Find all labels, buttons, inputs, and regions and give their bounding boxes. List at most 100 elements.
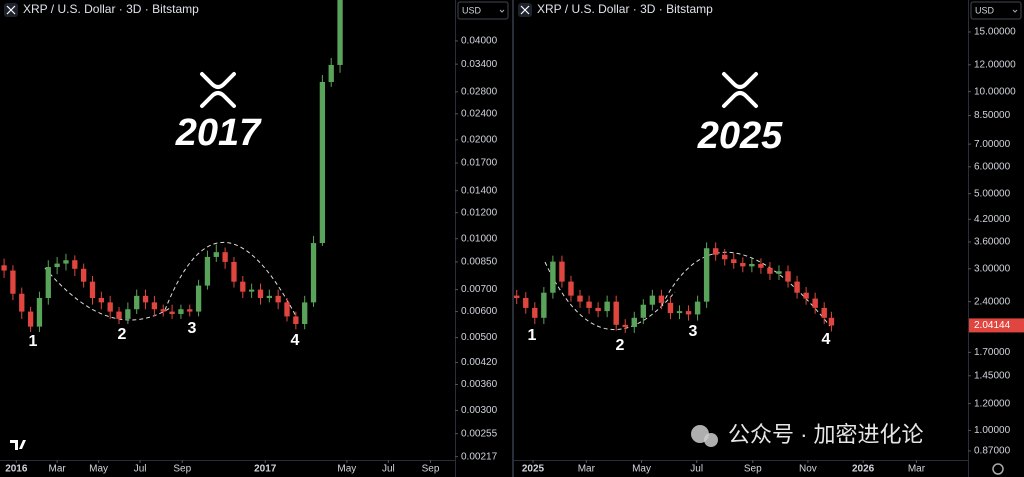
candle-body: [803, 292, 809, 299]
last-price-tag: [969, 318, 1024, 333]
y-tick-label: 0.00850: [461, 257, 498, 268]
tradingview-logo: [10, 440, 26, 450]
x-tick-label: Sep: [173, 464, 191, 475]
candle-body: [81, 268, 87, 282]
chart-title: XRP / U.S. Dollar · 3D · Bitstamp: [23, 2, 199, 16]
watermark: 公众号 · 加密进化论: [691, 422, 924, 447]
candle-body: [125, 309, 131, 319]
candle-body: [758, 263, 764, 268]
y-tick-label: 8.50000: [974, 110, 1011, 121]
candle-body: [89, 281, 96, 298]
candle-body: [293, 316, 299, 325]
x-tick-label: Nov: [799, 464, 817, 475]
candle-body: [568, 281, 574, 296]
x-tick-label: Mar: [578, 464, 596, 475]
candle-body: [767, 267, 773, 274]
candle-body: [337, 0, 343, 65]
candle-body: [160, 309, 166, 312]
symbol-icon-glyph: [520, 5, 530, 15]
candle-body: [151, 302, 158, 310]
candle-body: [195, 285, 202, 312]
y-tick-label: 0.01000: [461, 233, 498, 244]
candle-body: [134, 295, 140, 310]
x-tick-label: May: [337, 464, 356, 475]
year-label: 2017: [175, 112, 262, 154]
candle-body: [640, 304, 647, 318]
y-tick-label: 1.70000: [974, 347, 1011, 358]
candle-body: [213, 252, 219, 257]
candle-body: [532, 307, 538, 318]
y-tick-label: 0.02000: [461, 134, 498, 145]
candle-body: [749, 263, 755, 267]
currency-selector[interactable]: [457, 1, 509, 20]
candle-body: [178, 309, 184, 314]
candle-body: [785, 271, 791, 282]
candle-body: [658, 295, 665, 303]
candle-body: [523, 297, 529, 308]
candle-body: [19, 293, 25, 312]
pattern-curve: [44, 267, 171, 321]
wechat-icon: [704, 433, 718, 447]
candle-body: [685, 311, 692, 315]
candle-body: [740, 263, 746, 267]
y-tick-label: 12.00000: [974, 59, 1016, 70]
candle-body: [586, 301, 592, 308]
candle-body: [302, 302, 308, 325]
candles: [1, 0, 343, 333]
candle-body: [631, 317, 637, 327]
y-tick-label: 15.00000: [974, 27, 1016, 38]
y-tick-label: 0.00255: [461, 428, 498, 439]
xrp-logo: [722, 72, 758, 108]
pattern-label: 1: [29, 333, 38, 350]
candle-body: [812, 298, 818, 308]
y-tick-label: 6.00000: [974, 161, 1011, 172]
candle-body: [187, 309, 193, 312]
candle-body: [275, 295, 281, 303]
dropdown-arrow: [1012, 9, 1018, 13]
x-tick-label: Jul: [382, 464, 395, 475]
candle-body: [169, 311, 175, 314]
currency-selector[interactable]: [970, 1, 1022, 20]
candle-body: [310, 243, 317, 303]
y-tick-label: 0.01400: [461, 185, 498, 196]
candle-body: [649, 295, 656, 305]
y-tick-label: 4.20000: [974, 214, 1011, 225]
candle-body: [776, 271, 782, 274]
x-tick-label: Jul: [134, 464, 147, 475]
candle-body: [577, 295, 583, 302]
candles: [514, 242, 835, 333]
year-label: 2025: [697, 115, 783, 157]
candle-body: [703, 248, 710, 302]
candle-body: [63, 260, 69, 264]
y-tick-label: 0.01700: [461, 158, 498, 169]
y-tick-label: 3.00000: [974, 263, 1011, 274]
y-tick-label: 7.00000: [974, 139, 1011, 150]
candle-body: [595, 307, 601, 312]
y-tick-label: 0.00300: [461, 405, 498, 416]
y-tick-label: 0.01200: [461, 207, 498, 218]
candle-body: [98, 297, 104, 303]
candle-body: [10, 270, 16, 294]
candle-body: [613, 301, 619, 325]
y-tick-label: 10.00000: [974, 86, 1016, 97]
pattern-label: 3: [188, 320, 197, 337]
currency-label: USD: [462, 5, 482, 15]
settings-icon[interactable]: [992, 463, 1004, 475]
candle-body: [821, 307, 827, 318]
y-tick-label: 0.00500: [461, 332, 498, 343]
candle-body: [54, 263, 60, 268]
y-tick-label: 1.45000: [974, 370, 1011, 381]
candle-body: [667, 302, 674, 314]
x-tick-label: Mar: [49, 464, 67, 475]
candle-body: [27, 311, 34, 327]
candle-body: [604, 301, 610, 312]
y-tick-label: 1.20000: [974, 398, 1011, 409]
pattern-label: 3: [689, 323, 698, 340]
candle-body: [559, 261, 565, 282]
candle-body: [319, 81, 326, 244]
candle-body: [550, 261, 556, 293]
y-tick-label: 0.00217: [461, 451, 498, 462]
pattern-label: 4: [822, 331, 831, 348]
candle-body: [712, 248, 719, 255]
candle-body: [541, 292, 547, 318]
